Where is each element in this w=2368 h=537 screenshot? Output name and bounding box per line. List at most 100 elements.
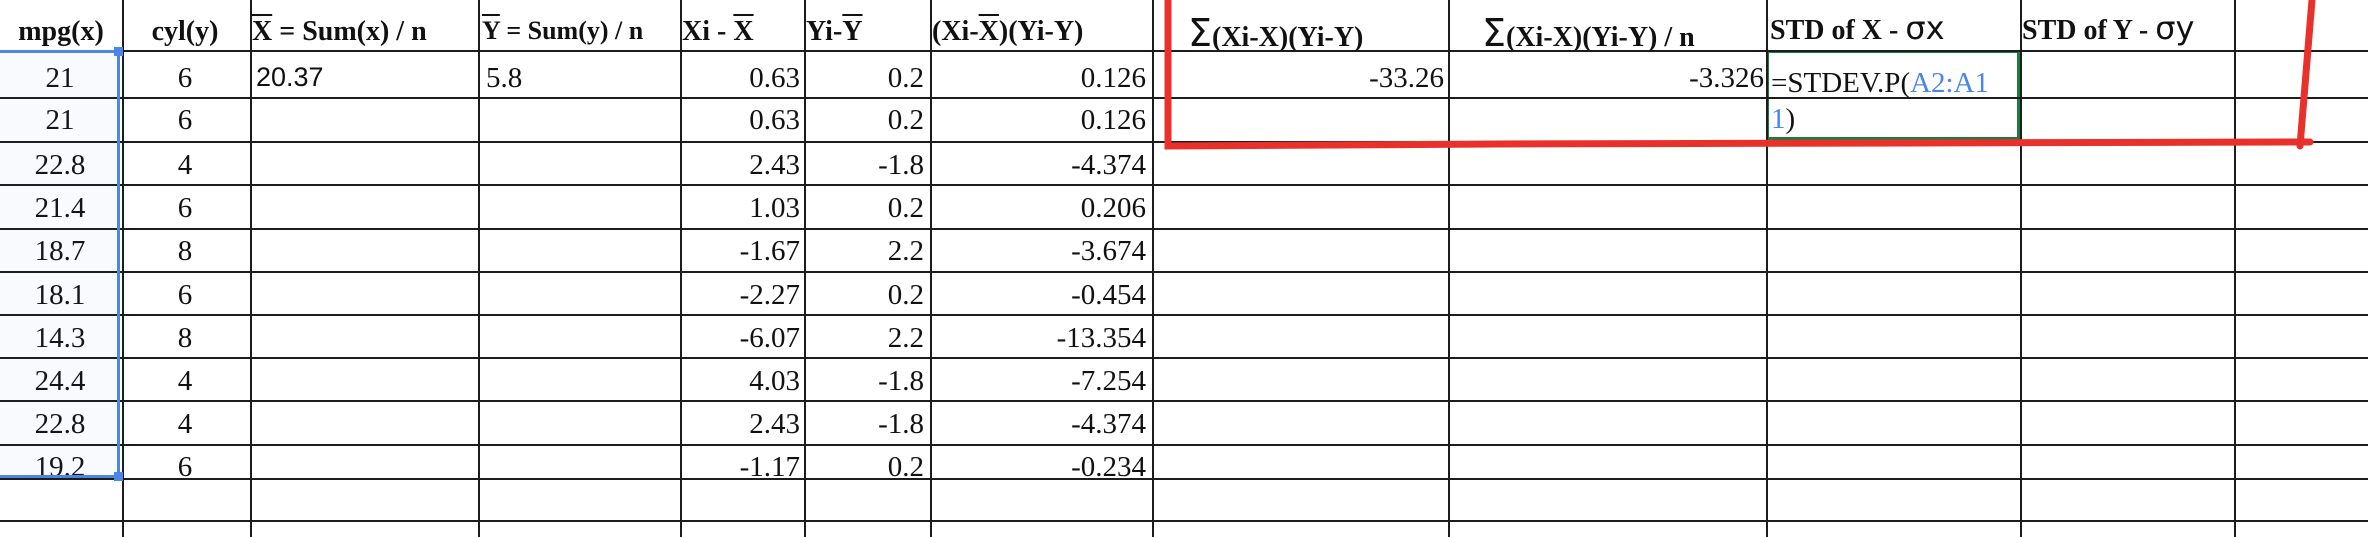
grid-row-line — [0, 357, 2368, 359]
sigma-icon: Σ — [1482, 11, 1507, 55]
cell-dy[interactable]: 0.2 — [887, 451, 924, 483]
cell-cyl[interactable]: 4 — [177, 408, 193, 440]
cell-mpg[interactable]: 24.4 — [34, 365, 86, 397]
grid-row-line — [0, 141, 2368, 143]
cell-cyl[interactable]: 4 — [177, 365, 193, 397]
ybar-value-cell[interactable]: 5.8 — [486, 62, 523, 94]
grid-column-line — [804, 0, 806, 537]
cell-dx[interactable]: -1.17 — [739, 451, 800, 483]
grid-row-line — [0, 520, 2368, 522]
cell-mpg[interactable]: 21.4 — [34, 192, 86, 224]
cell-mpg[interactable]: 18.1 — [34, 279, 86, 311]
cell-prod[interactable]: -0.454 — [1071, 279, 1146, 311]
cell-dy[interactable]: 0.2 — [887, 62, 924, 94]
cell-dx[interactable]: 4.03 — [749, 365, 800, 397]
header-ybar[interactable]: Y = Sum(y) / n — [482, 18, 678, 44]
cell-dy[interactable]: 0.2 — [887, 192, 924, 224]
header-std-y[interactable]: STD of Y - σy — [2022, 9, 2195, 47]
grid-row-line — [0, 228, 2368, 230]
cell-cyl[interactable]: 6 — [177, 192, 193, 224]
header-dy[interactable]: Yi-Y — [806, 18, 926, 46]
cell-cyl[interactable]: 6 — [177, 451, 193, 483]
cell-dx[interactable]: 2.43 — [749, 149, 800, 181]
sum-prod-value-cell[interactable]: -33.26 — [1369, 62, 1444, 94]
header-prod-bar: X — [978, 16, 999, 47]
cell-prod[interactable]: 0.126 — [1080, 62, 1146, 94]
cell-mpg[interactable]: 14.3 — [34, 322, 86, 354]
header-cyl[interactable]: cyl(y) — [151, 16, 219, 47]
cell-dy[interactable]: 2.2 — [887, 322, 924, 354]
header-prod-a: (Xi- — [932, 16, 979, 47]
grid-row-line — [0, 97, 2368, 99]
xbar-value-cell[interactable]: 20.37 — [256, 62, 324, 92]
formula-edit-cell[interactable]: =STDEV.P(A2:A1 1) — [1766, 50, 2020, 140]
header-dx-bar: X — [733, 16, 754, 47]
cov-value-cell[interactable]: -3.326 — [1689, 62, 1764, 94]
grid-row-line — [0, 271, 2368, 273]
cell-mpg[interactable]: 21 — [45, 62, 75, 94]
red-annotation-stroke-right — [2296, 0, 2316, 150]
header-prod[interactable]: (Xi-X)(Yi-Y) — [932, 18, 1150, 46]
cell-dx[interactable]: 0.63 — [749, 104, 800, 136]
cell-dx[interactable]: 1.03 — [749, 192, 800, 224]
cell-prod[interactable]: -4.374 — [1071, 149, 1146, 181]
formula-suffix: ) — [1785, 103, 1796, 135]
cell-dx[interactable]: -6.07 — [739, 322, 800, 354]
cell-dy[interactable]: -1.8 — [878, 408, 924, 440]
grid-column-line — [1448, 0, 1450, 537]
selected-range-highlight[interactable] — [0, 50, 120, 478]
cell-prod[interactable]: -0.234 — [1071, 451, 1146, 483]
cell-dy[interactable]: 2.2 — [887, 235, 924, 267]
selection-handle-bottom[interactable] — [114, 472, 123, 481]
cell-prod[interactable]: 0.126 — [1080, 104, 1146, 136]
cell-prod[interactable]: -7.254 — [1071, 365, 1146, 397]
cell-mpg[interactable]: 22.8 — [34, 408, 86, 440]
grid-column-line — [680, 0, 682, 537]
cell-dx[interactable]: -1.67 — [739, 235, 800, 267]
cell-mpg[interactable]: 21 — [45, 104, 75, 136]
cell-dx[interactable]: -2.27 — [739, 279, 800, 311]
header-sum-prod[interactable]: Σ(Xi-X)(Yi-Y) — [1188, 11, 1364, 55]
cell-cyl[interactable]: 6 — [177, 279, 193, 311]
grid-row-line — [0, 184, 2368, 186]
cell-dx[interactable]: 2.43 — [749, 408, 800, 440]
header-ybar-text: = Sum(y) / n — [499, 16, 644, 45]
grid-column-line — [478, 0, 480, 537]
cell-cyl[interactable]: 8 — [177, 235, 193, 267]
header-xbar[interactable]: X = Sum(x) / n — [252, 18, 478, 46]
grid-column-line — [250, 0, 252, 537]
header-dy-bar: Y — [842, 16, 863, 47]
sigma-icon: Σ — [1188, 11, 1213, 55]
sigma-x-icon: σx — [1905, 9, 1945, 47]
grid-column-line — [1152, 0, 1154, 537]
cell-cyl[interactable]: 6 — [177, 104, 193, 136]
cell-dy[interactable]: 0.2 — [887, 279, 924, 311]
cell-cyl[interactable]: 6 — [177, 62, 193, 94]
selection-handle-top[interactable] — [114, 47, 123, 56]
cell-cyl[interactable]: 8 — [177, 322, 193, 354]
header-dx[interactable]: Xi - X — [682, 18, 802, 46]
cell-prod[interactable]: 0.206 — [1080, 192, 1146, 224]
cell-dx[interactable]: 0.63 — [749, 62, 800, 94]
grid-column-line — [930, 0, 932, 537]
cell-dy[interactable]: -1.8 — [878, 149, 924, 181]
header-mpg[interactable]: mpg(x) — [18, 16, 104, 47]
header-xbar-symbol: X — [252, 16, 273, 47]
grid-row-line — [0, 444, 2368, 446]
sigma-y-icon: σy — [2155, 9, 2195, 47]
cell-dy[interactable]: -1.8 — [878, 365, 924, 397]
header-std-x[interactable]: STD of X - σx — [1770, 9, 1945, 47]
cell-prod[interactable]: -13.354 — [1056, 322, 1146, 354]
formula-range: A2:A1 — [1910, 67, 1990, 99]
cell-cyl[interactable]: 4 — [177, 149, 193, 181]
cell-prod[interactable]: -3.674 — [1071, 235, 1146, 267]
cell-mpg[interactable]: 22.8 — [34, 149, 86, 181]
cell-prod[interactable]: -4.374 — [1071, 408, 1146, 440]
grid-row-line — [0, 478, 2368, 480]
cell-dy[interactable]: 0.2 — [887, 104, 924, 136]
cell-mpg[interactable]: 18.7 — [34, 235, 86, 267]
header-dy-text: Yi- — [806, 16, 843, 47]
grid-column-line — [2020, 0, 2022, 537]
header-sum-prod-n[interactable]: Σ(Xi-X)(Yi-Y) / n — [1482, 11, 1695, 55]
